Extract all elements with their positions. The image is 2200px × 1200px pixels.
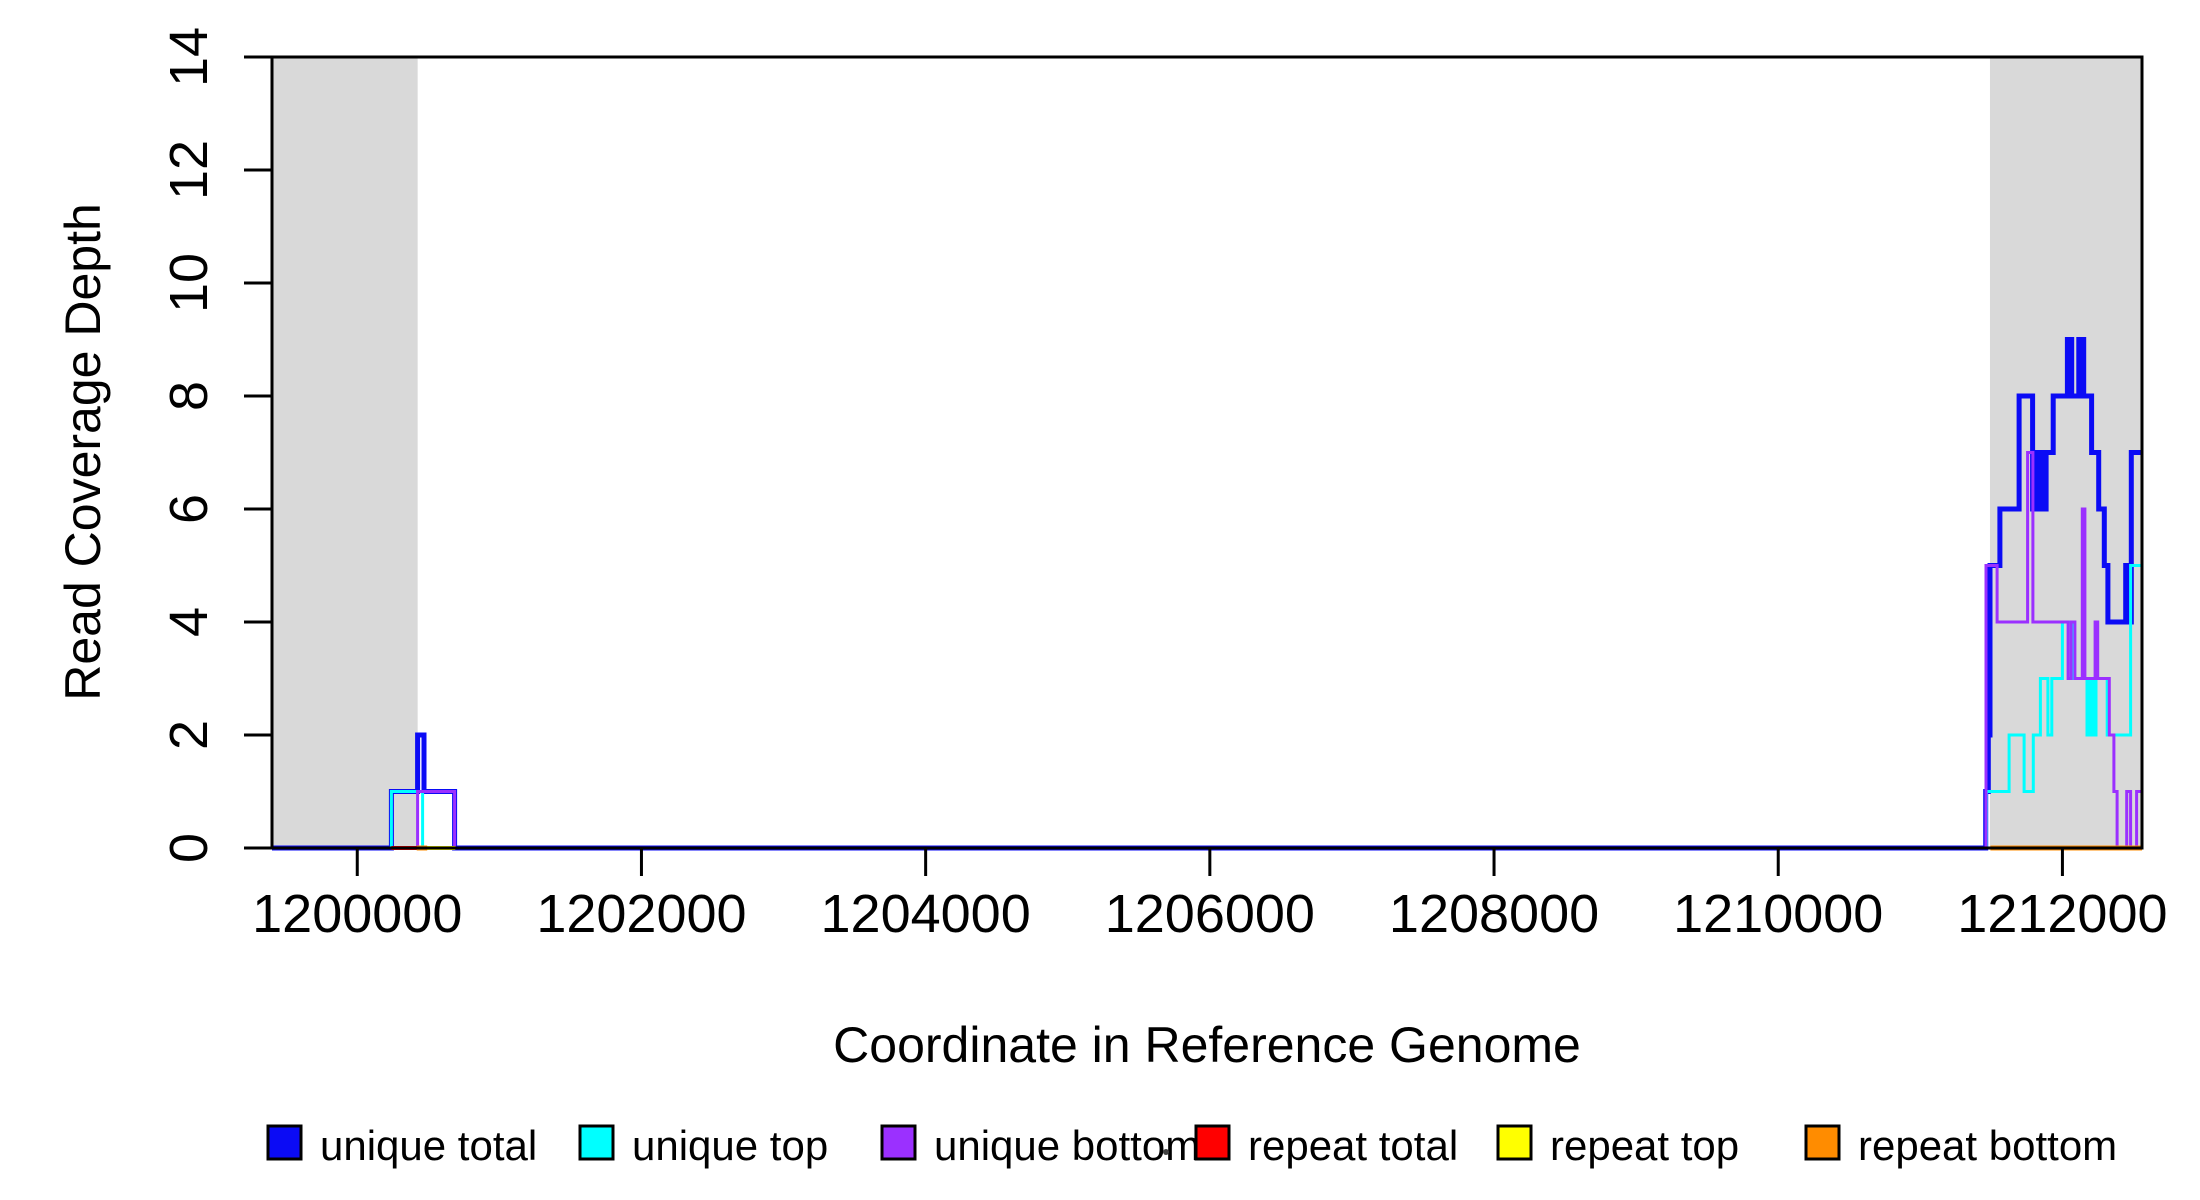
y-tick-label: 14 bbox=[159, 27, 219, 87]
legend-label: unique bottom bbox=[934, 1122, 1200, 1169]
y-tick-label: 0 bbox=[159, 833, 219, 863]
legend-item-unique-bottom: unique bottom bbox=[880, 1122, 1200, 1169]
legend-item-repeat-total: repeat total bbox=[1194, 1122, 1458, 1169]
y-axis-title: Read Coverage Depth bbox=[55, 203, 111, 701]
y-tick-label: 10 bbox=[159, 253, 219, 313]
legend-label: unique total bbox=[320, 1122, 537, 1169]
unique-bottom-swatch bbox=[880, 1124, 917, 1161]
x-tick-label: 1212000 bbox=[1957, 884, 2167, 944]
x-tick-label: 1210000 bbox=[1673, 884, 1883, 944]
unique-total-swatch bbox=[266, 1124, 303, 1161]
repeat-region-band bbox=[272, 57, 418, 848]
y-tick-label: 2 bbox=[159, 720, 219, 750]
y-tick-label: 6 bbox=[159, 494, 219, 524]
repeat-top-swatch bbox=[1496, 1124, 1533, 1161]
x-tick-label: 1204000 bbox=[821, 884, 1031, 944]
repeat-total-swatch bbox=[1194, 1124, 1231, 1161]
legend-label: repeat top bbox=[1550, 1122, 1739, 1169]
repeat-bottom-swatch bbox=[1804, 1124, 1841, 1161]
x-axis-title: Coordinate in Reference Genome bbox=[833, 1017, 1581, 1073]
legend-label: repeat total bbox=[1248, 1122, 1458, 1169]
legend-label: repeat bottom bbox=[1858, 1122, 2117, 1169]
y-tick-label: 12 bbox=[159, 140, 219, 200]
repeat-region-band bbox=[1989, 57, 2142, 848]
stray-dot bbox=[1163, 1149, 1169, 1155]
legend-item-repeat-top: repeat top bbox=[1496, 1122, 1739, 1169]
x-tick-label: 1208000 bbox=[1389, 884, 1599, 944]
x-tick-label: 1202000 bbox=[536, 884, 746, 944]
legend-item-repeat-bottom: repeat bottom bbox=[1804, 1122, 2117, 1169]
series-unique-top bbox=[272, 564, 2142, 850]
legend-item-unique-top: unique top bbox=[578, 1122, 828, 1169]
y-tick-label: 4 bbox=[159, 607, 219, 637]
plot-frame bbox=[270, 55, 2144, 850]
x-tick-label: 1200000 bbox=[252, 884, 462, 944]
series-unique-total bbox=[272, 337, 2142, 851]
legend-item-unique-total: unique total bbox=[266, 1122, 537, 1169]
unique-top-swatch bbox=[578, 1124, 615, 1161]
x-tick-label: 1206000 bbox=[1105, 884, 1315, 944]
legend-label: unique top bbox=[632, 1122, 828, 1169]
series-unique-bottom bbox=[272, 451, 2142, 850]
y-tick-label: 8 bbox=[159, 381, 219, 411]
